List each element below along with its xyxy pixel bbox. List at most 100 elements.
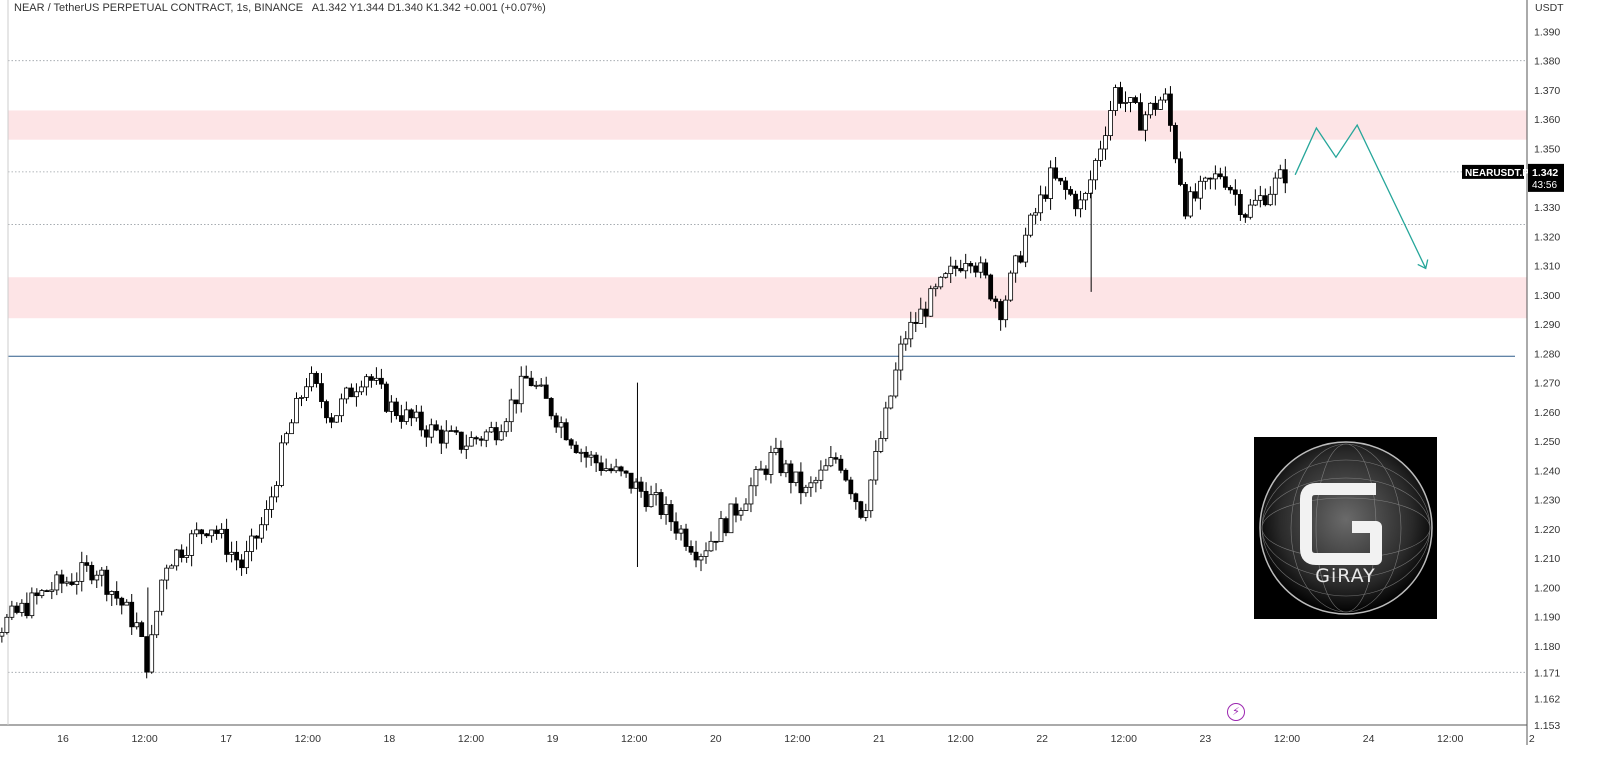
candle-body-199 (948, 265, 954, 275)
candle-body-132 (613, 466, 619, 472)
candle-body-84 (374, 377, 379, 381)
candle-body-203 (968, 263, 974, 267)
candle-body-110 (503, 421, 509, 433)
candle-body-83 (369, 376, 374, 381)
candle-body-263 (1267, 193, 1273, 206)
candle-body-10 (4, 616, 10, 633)
candle-body-206 (983, 262, 989, 276)
candle-body-137 (638, 481, 644, 492)
candle-body-95 (428, 424, 434, 438)
x-tick-label-0: 16 (57, 733, 69, 745)
candle-body-168 (793, 471, 799, 483)
candle-body-127 (588, 454, 594, 458)
candle-body-88 (393, 401, 399, 417)
candle-body-69 (299, 397, 304, 399)
candle-body-118 (543, 384, 549, 399)
candle-body-50 (204, 533, 210, 537)
candle-body-34 (124, 601, 130, 606)
candle-body-223 (1068, 189, 1073, 195)
x-tick-label-8: 20 (710, 733, 722, 745)
candle-body-63 (269, 496, 274, 510)
y-tick-label-1: 1.380 (1534, 56, 1560, 68)
candle-body-15 (29, 592, 35, 617)
candle-body-171 (808, 482, 814, 488)
candle-body-251 (1207, 177, 1213, 180)
candle-body-262 (1262, 195, 1268, 206)
candle-body-61 (259, 524, 264, 539)
candle-body-138 (643, 490, 649, 508)
x-tick-label-2: 17 (220, 733, 232, 745)
candle-body-230 (1103, 135, 1108, 150)
demand-zone (8, 277, 1527, 319)
candle-body-266 (1282, 169, 1288, 184)
candle-body-234 (1123, 102, 1128, 104)
x-tick-label-10: 21 (873, 733, 885, 745)
price-tag-price: 1.342 (1532, 167, 1558, 179)
candle-body-97 (438, 429, 444, 444)
candle-body-172 (813, 479, 819, 484)
candle-body-37 (139, 622, 145, 638)
candle-body-86 (383, 383, 389, 412)
candle-body-64 (274, 485, 279, 498)
candle-body-80 (354, 391, 359, 398)
y-tick-label-19: 1.200 (1534, 582, 1560, 594)
price-tag-symbol: NEARUSDT.P (1465, 168, 1529, 179)
candle-body-16 (34, 592, 40, 597)
candle-body-25 (79, 562, 85, 582)
candle-body-256 (1232, 189, 1238, 195)
x-tick-label-18: 2 (1529, 733, 1535, 745)
candle-body-130 (603, 468, 609, 472)
x-tick-label-13: 12:00 (1111, 733, 1137, 745)
candle-body-147 (688, 546, 694, 553)
candle-body-227 (1088, 179, 1093, 194)
candle-body-38 (144, 636, 150, 673)
candle-body-56 (234, 551, 239, 561)
candle-body-165 (778, 447, 784, 474)
candle-body-111 (508, 399, 514, 423)
candle-body-186 (883, 407, 889, 439)
candle-body-222 (1063, 180, 1068, 190)
y-tick-label-7: 1.320 (1534, 231, 1560, 243)
lightning-bolt-icon[interactable]: ⚡ (1227, 703, 1245, 721)
candle-body-90 (403, 409, 409, 422)
candle-body-241 (1158, 99, 1163, 110)
candle-body-169 (798, 471, 804, 494)
y-tick-label-21: 1.180 (1534, 641, 1560, 653)
candle-body-58 (244, 551, 249, 569)
candle-body-200 (953, 265, 959, 269)
candle-body-173 (818, 469, 824, 481)
candle-body-87 (388, 401, 394, 412)
candle-body-240 (1153, 102, 1158, 110)
candle-body-51 (209, 529, 215, 537)
candle-body-116 (533, 384, 539, 387)
candle-body-81 (359, 386, 364, 393)
candle-body-152 (713, 540, 719, 543)
candle-body-189 (898, 343, 904, 371)
price-tag-countdown: 43:56 (1532, 180, 1557, 191)
candle-body-32 (114, 591, 120, 599)
candle-body-20 (54, 574, 60, 591)
candle-body-120 (553, 415, 559, 428)
candle-body-220 (1053, 167, 1058, 179)
candle-body-192 (913, 321, 919, 324)
candle-body-258 (1242, 214, 1248, 218)
candle-body-235 (1128, 97, 1133, 103)
candle-body-33 (119, 597, 125, 606)
candle-body-190 (903, 338, 909, 345)
candle-body-26 (84, 562, 90, 566)
y-tick-label-13: 1.260 (1534, 407, 1560, 419)
candle-body-184 (873, 451, 879, 481)
y-tick-label-14: 1.250 (1534, 436, 1560, 448)
candle-body-92 (413, 411, 419, 419)
candle-body-46 (184, 555, 190, 558)
candle-body-143 (668, 504, 674, 523)
candle-body-44 (174, 549, 180, 567)
candle-body-53 (219, 528, 224, 534)
candle-body-224 (1073, 193, 1078, 210)
candle-body-131 (608, 468, 614, 472)
candle-body-75 (329, 417, 334, 423)
candle-body-54 (224, 528, 229, 555)
logo-text: GiRAY (1315, 565, 1376, 587)
